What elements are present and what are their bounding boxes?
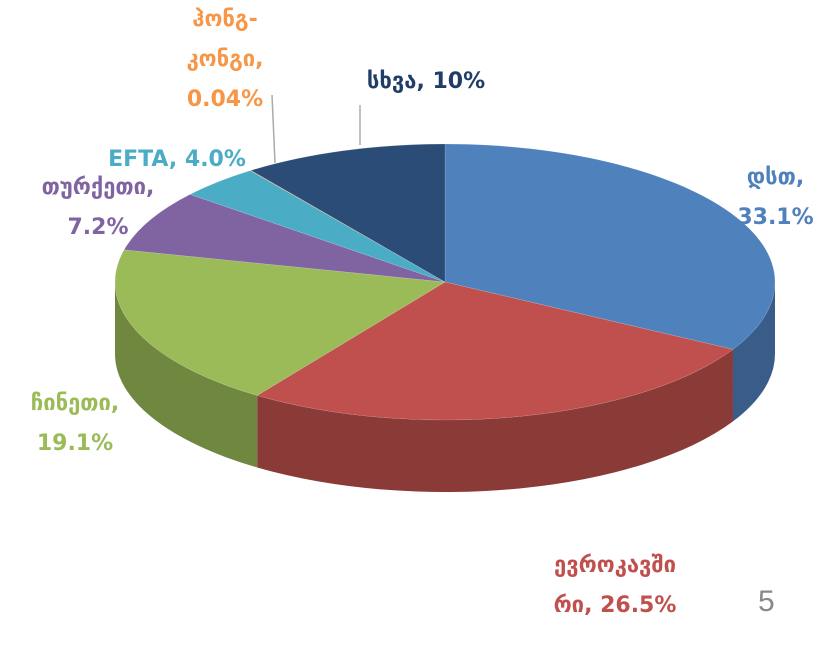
data-label: სხვა, 10% bbox=[366, 69, 486, 94]
pie-slice bbox=[250, 143, 446, 283]
data-label: დსთ, 33.1% bbox=[737, 165, 814, 230]
pie-slice bbox=[256, 281, 734, 421]
leader-line bbox=[271, 94, 276, 164]
pie-slice bbox=[123, 194, 446, 283]
data-label: EFTA, 4.0% bbox=[108, 147, 246, 172]
pie-slice bbox=[114, 249, 446, 396]
pie-slice bbox=[444, 143, 776, 350]
pie-side bbox=[115, 282, 258, 468]
data-label: ჰონგ-კონგი, 0.04% bbox=[186, 7, 264, 112]
pie-slice bbox=[249, 170, 446, 283]
data-label: ევროკავშირი, 26.5% bbox=[553, 553, 677, 618]
data-label: თურქეთი, 7.2% bbox=[41, 175, 155, 240]
slide-number: 5 bbox=[758, 585, 775, 618]
pie-side bbox=[257, 349, 733, 493]
pie-side bbox=[732, 282, 775, 422]
pie-slice bbox=[189, 170, 446, 283]
data-label: ჩინეთი, 19.1% bbox=[30, 391, 120, 456]
